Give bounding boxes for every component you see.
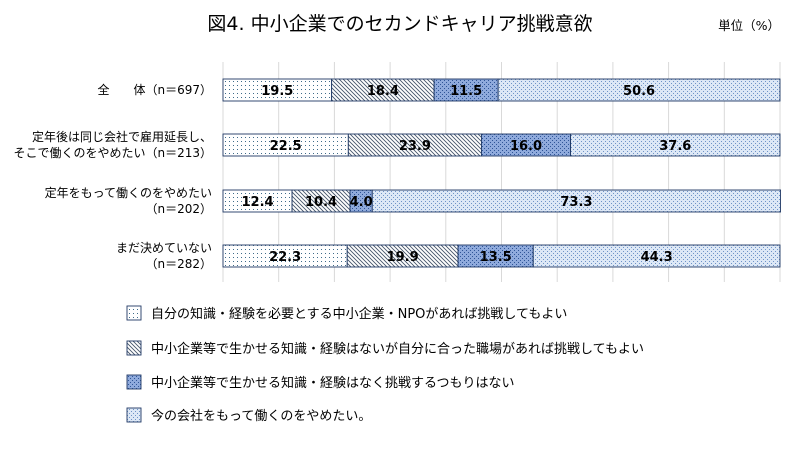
data-label: 18.4 xyxy=(367,84,399,99)
bar-segment xyxy=(532,244,781,268)
data-label: 10.4 xyxy=(305,195,337,210)
category-label: （n＝202） xyxy=(145,202,212,216)
data-label: 16.0 xyxy=(510,139,542,154)
data-label: 19.5 xyxy=(261,84,293,99)
legend: 自分の知識・経験を必要とする中小企業・NPOがあれば挑戦してもよい中小企業等で生… xyxy=(126,305,644,424)
bars xyxy=(222,78,782,268)
data-label: 37.6 xyxy=(659,139,691,154)
bar-segment xyxy=(371,189,782,213)
category-labels: 全 体（n＝697） 定年後は同じ会社で雇用延長し、そこで働くのをやめたい（n＝2… xyxy=(13,82,212,271)
chart-title: 図4. 中小企業でのセカンドキャリア挑戦意欲 xyxy=(207,13,592,35)
bar-segment xyxy=(570,133,781,157)
data-label: 23.9 xyxy=(399,139,431,154)
legend-swatch xyxy=(126,374,142,390)
data-label: 22.5 xyxy=(270,139,302,154)
legend-label: 自分の知識・経験を必要とする中小企業・NPOがあれば挑戦してもよい xyxy=(151,306,567,322)
legend-label: 今の会社をもって働くのをやめたい。 xyxy=(151,408,371,424)
bar-segment xyxy=(497,78,781,102)
data-labels: 19.5 18.4 11.5 50.6 22.5 23.9 16.0 37.6 12.4 10.4… xyxy=(241,84,691,265)
category-label: 全 体（n＝697） xyxy=(97,82,212,97)
data-label: 22.3 xyxy=(269,250,301,265)
data-label: 11.5 xyxy=(450,84,482,99)
data-label: 19.9 xyxy=(387,250,419,265)
category-label: 定年後は同じ会社で雇用延長し、 xyxy=(32,129,212,144)
data-label: 73.3 xyxy=(560,195,592,210)
legend-swatch xyxy=(126,407,142,423)
data-label: 13.5 xyxy=(480,250,512,265)
legend-swatch xyxy=(126,340,142,356)
unit-label: 単位（%） xyxy=(718,18,780,33)
category-label: そこで働くのをやめたい（n＝213） xyxy=(13,146,212,160)
category-label: 定年をもって働くのをやめたい xyxy=(45,185,212,200)
data-label: 12.4 xyxy=(241,195,273,210)
data-label: 44.3 xyxy=(641,250,673,265)
data-label: 4.0 xyxy=(350,195,373,210)
category-label: （n＝282） xyxy=(145,257,212,271)
category-label: まだ決めていない xyxy=(116,241,212,255)
legend-label: 中小企業等で生かせる知識・経験はないが自分に合った職場があれば挑戦してもよい xyxy=(151,341,644,357)
legend-label: 中小企業等で生かせる知識・経験はなく挑戦するつもりはない xyxy=(151,375,514,391)
data-label: 50.6 xyxy=(623,84,655,99)
legend-swatch xyxy=(126,305,142,321)
